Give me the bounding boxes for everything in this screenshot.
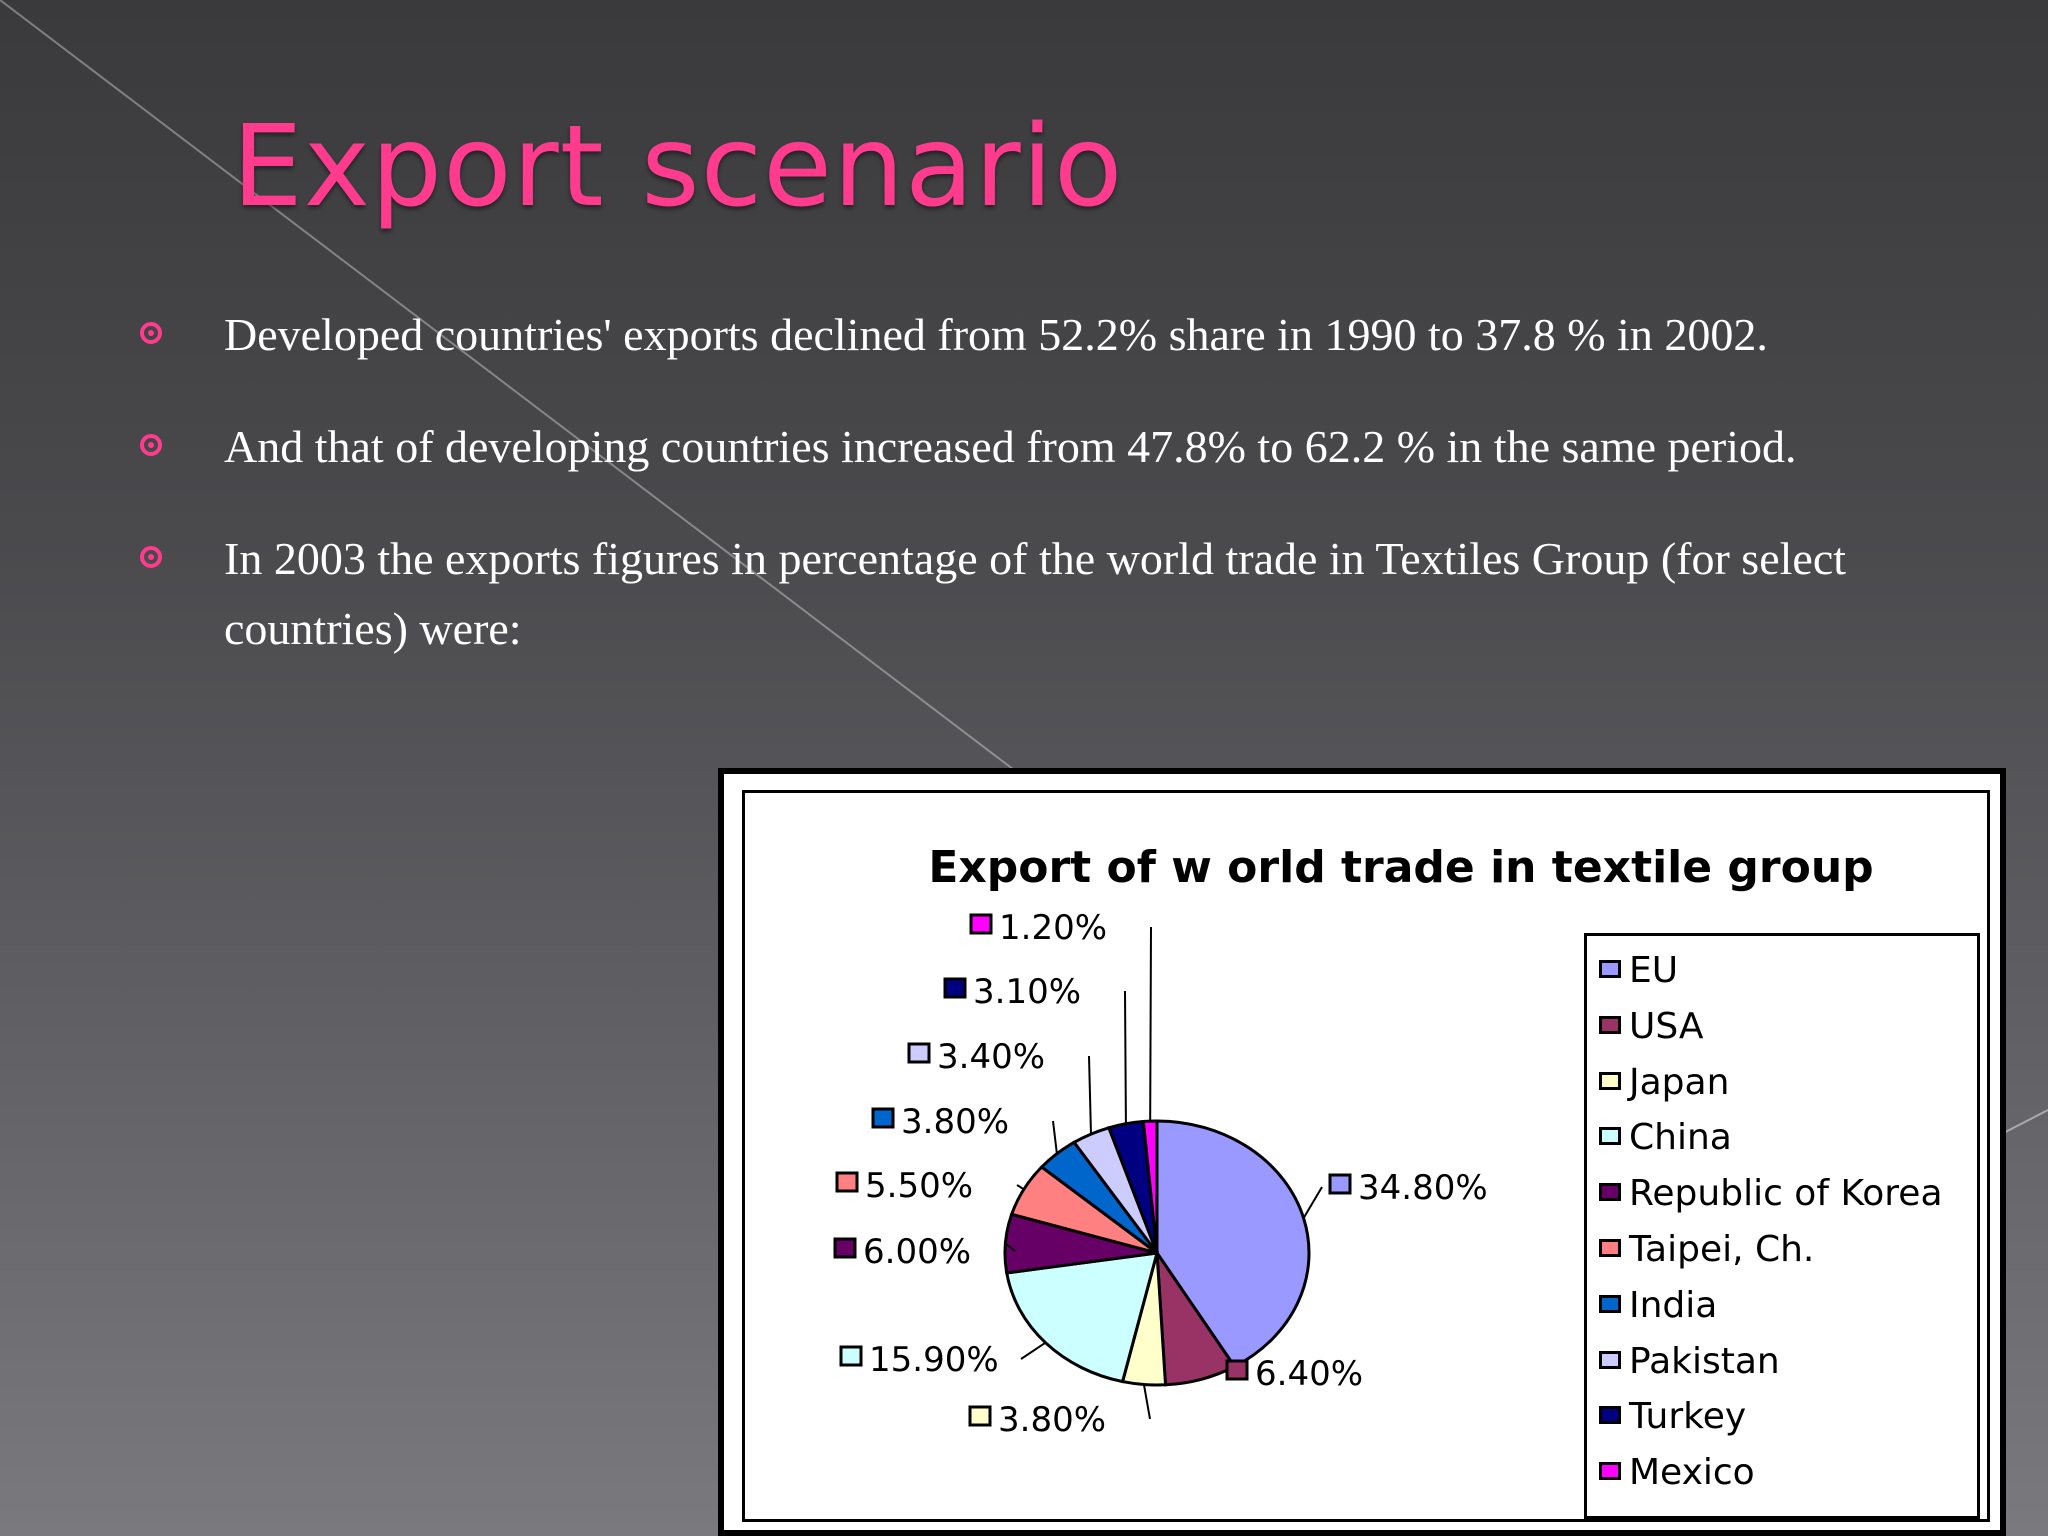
data-label: 6.00% — [863, 1232, 971, 1272]
circle-dot-icon — [140, 434, 162, 456]
data-label-swatch — [839, 1345, 863, 1367]
data-label-swatch — [969, 913, 993, 935]
legend-item: Republic of Korea — [1599, 1173, 1943, 1215]
legend-swatch — [1599, 1462, 1621, 1481]
leader-line — [1020, 1341, 1047, 1360]
legend-label: EU — [1629, 950, 1679, 991]
legend-label: Republic of Korea — [1629, 1173, 1943, 1215]
bullet-text: And that of developing countries increas… — [224, 421, 1797, 472]
legend-swatch — [1599, 1071, 1621, 1090]
legend-item: Taipei, Ch. — [1599, 1229, 1815, 1270]
data-label-swatch — [871, 1107, 895, 1129]
legend-swatch — [1599, 1239, 1621, 1257]
legend-item: Pakistan — [1599, 1340, 1780, 1382]
circle-dot-icon — [140, 546, 162, 568]
circle-dot-icon — [140, 322, 162, 344]
bullet-list: Developed countries' exports declined fr… — [140, 300, 1940, 706]
chart-frame: Export of w orld trade in textile group … — [718, 768, 2006, 1536]
legend-label: USA — [1629, 1005, 1704, 1047]
leader-line — [1124, 990, 1127, 1124]
legend-swatch — [1599, 1015, 1621, 1034]
leader-line — [1088, 1055, 1092, 1135]
legend-swatch — [1599, 1183, 1621, 1202]
bullet-text: In 2003 the exports figures in percentag… — [224, 533, 1847, 654]
slide-title: Export scenario — [232, 102, 1124, 232]
legend-item: India — [1599, 1284, 1718, 1326]
legend-item: USA — [1599, 1005, 1704, 1047]
legend-swatch — [1599, 1350, 1621, 1369]
legend-label: India — [1629, 1284, 1718, 1326]
legend-swatch — [1599, 1294, 1621, 1313]
leader-line — [1052, 1120, 1058, 1154]
legend-label: China — [1629, 1117, 1732, 1159]
legend-item: Japan — [1599, 1061, 1730, 1103]
data-label: 5.50% — [865, 1166, 973, 1206]
leader-line — [1149, 926, 1152, 1122]
leader-line — [1200, 1372, 1220, 1381]
chart-area: Export of w orld trade in textile group … — [742, 790, 1990, 1522]
data-label: 15.90% — [869, 1340, 999, 1380]
data-label: 3.40% — [937, 1037, 1045, 1077]
legend-item: Turkey — [1599, 1396, 1747, 1438]
legend-swatch — [1599, 1127, 1621, 1146]
legend-swatch — [1599, 960, 1621, 978]
leader-line — [1004, 1242, 1016, 1252]
pie-slice — [1141, 1119, 1159, 1254]
legend-label: Mexico — [1629, 1452, 1755, 1494]
data-label-swatch — [833, 1237, 857, 1259]
data-label: 34.80% — [1358, 1168, 1488, 1208]
data-label: 3.80% — [901, 1102, 1009, 1142]
legend-item: EU — [1599, 950, 1679, 991]
legend-label: Turkey — [1629, 1396, 1747, 1438]
leader-line — [1142, 1384, 1151, 1420]
leader-line — [1016, 1184, 1025, 1191]
data-label: 6.40% — [1255, 1354, 1363, 1394]
legend-label: Taipei, Ch. — [1629, 1229, 1815, 1270]
legend-swatch — [1599, 1406, 1621, 1425]
data-label: 1.20% — [999, 908, 1107, 948]
data-label: 3.80% — [998, 1400, 1106, 1440]
data-label-swatch — [1328, 1173, 1352, 1195]
leader-line — [1302, 1186, 1323, 1219]
data-label: 3.10% — [973, 972, 1081, 1012]
data-label-swatch — [1225, 1359, 1249, 1381]
bullet-item: In 2003 the exports figures in percentag… — [140, 524, 1984, 664]
legend-item: China — [1599, 1117, 1732, 1159]
data-label-swatch — [907, 1042, 931, 1064]
bullet-text: Developed countries' exports declined fr… — [224, 309, 1768, 360]
legend-item: Mexico — [1599, 1452, 1755, 1494]
bullet-item: And that of developing countries increas… — [140, 412, 1940, 482]
bullet-item: Developed countries' exports declined fr… — [140, 300, 1940, 370]
data-label-swatch — [835, 1171, 859, 1193]
chart-legend: EU USA Japan China Republic of Korea Taipei, … — [1584, 933, 1980, 1519]
chart-title: Export of w orld trade in textile group — [928, 842, 1874, 893]
pie-chart: 34.80% 6.40% 3.80% 15.90% 6.00% 5.50% 3.80% 3.4… — [833, 908, 1488, 1440]
data-label-swatch — [943, 977, 967, 999]
legend-label: Japan — [1629, 1061, 1730, 1103]
pie-slice — [1155, 1119, 1311, 1369]
data-label-swatch — [968, 1405, 992, 1427]
legend-label: Pakistan — [1629, 1340, 1780, 1382]
